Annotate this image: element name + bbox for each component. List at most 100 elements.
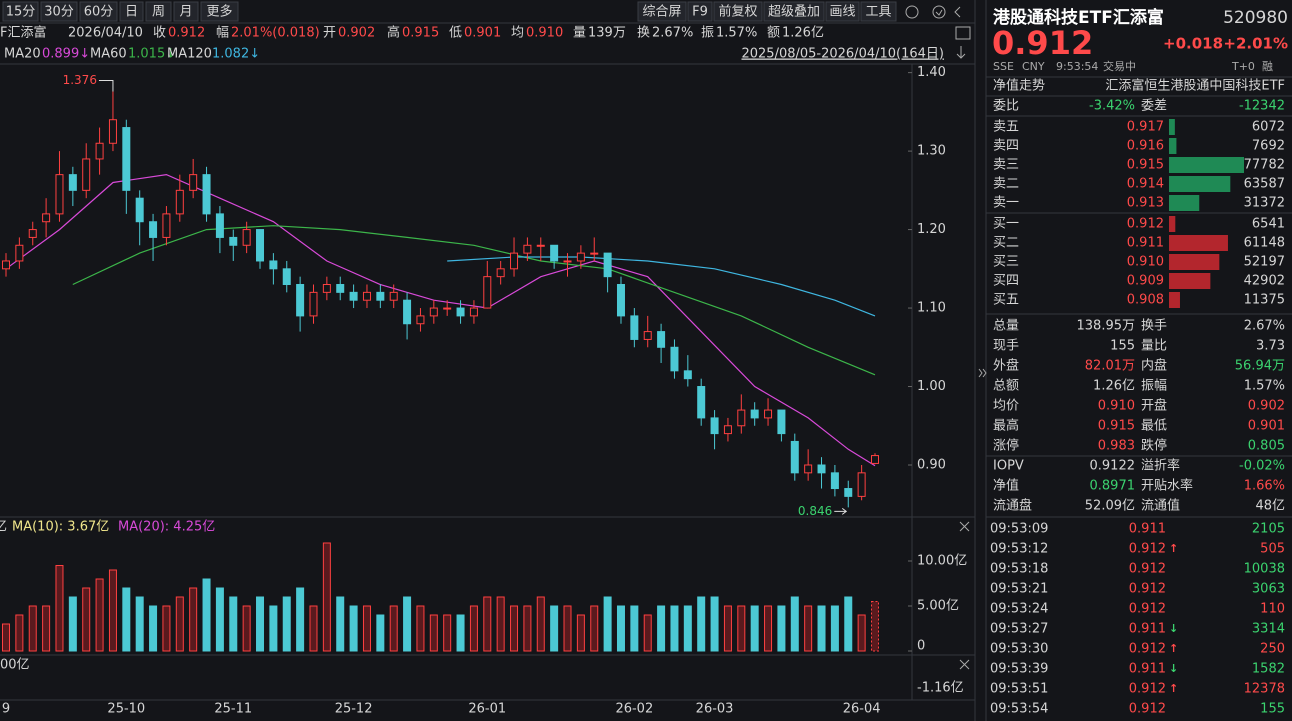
x-tick-label: 9 xyxy=(2,702,10,717)
period-label[interactable]: 日 xyxy=(125,5,138,20)
help-icon[interactable] xyxy=(905,5,919,19)
quote-title: 港股通科技ETF汇添富 xyxy=(993,7,1164,28)
book-volume: 63587 xyxy=(1244,177,1285,192)
stat-label: 均价 xyxy=(993,399,1019,414)
tool-button[interactable] xyxy=(637,1,687,22)
stat-label: 涨停 xyxy=(993,438,1019,454)
period-label[interactable]: 月 xyxy=(179,5,192,20)
info-label: 换 xyxy=(637,26,650,41)
stat-label: 最高 xyxy=(993,418,1019,434)
stat-label: 最低 xyxy=(1141,419,1167,434)
tool-label[interactable]: 工具 xyxy=(865,5,891,20)
period-button[interactable] xyxy=(2,1,39,22)
tool-button[interactable] xyxy=(713,1,763,22)
trade-arrow: ↑ xyxy=(1169,642,1178,655)
candle-body xyxy=(256,229,265,262)
stat-label: 换手 xyxy=(1141,319,1167,334)
volume-bar xyxy=(857,614,866,652)
candle-body xyxy=(616,284,625,317)
volume-bar xyxy=(723,605,732,652)
tool-button[interactable] xyxy=(687,1,713,22)
period-button[interactable] xyxy=(40,1,78,22)
wb-value: -3.42% xyxy=(1089,99,1135,114)
book-bar xyxy=(1169,195,1200,211)
tool-label[interactable]: 超级叠加 xyxy=(768,5,820,20)
book-label: 买五 xyxy=(993,293,1019,308)
low-annotation: 0.846 xyxy=(798,504,832,518)
date-range[interactable]: 2025/08/05-2026/04/10(164日) xyxy=(741,47,944,62)
period-label[interactable]: 周 xyxy=(152,5,165,20)
trade-arrow: ↑ xyxy=(1169,542,1178,555)
candle-body xyxy=(95,142,104,160)
collapse-icon[interactable] xyxy=(978,368,987,378)
period-button[interactable] xyxy=(145,1,172,22)
candle-body xyxy=(202,174,211,215)
wp-icon[interactable] xyxy=(955,26,971,40)
tool-label[interactable]: F9 xyxy=(692,5,708,20)
y-tick-label: 5.00亿 xyxy=(917,599,959,614)
period-label[interactable]: 15分 xyxy=(6,5,36,20)
volume-bar xyxy=(830,605,839,652)
volume-bar xyxy=(777,605,786,652)
volume-bar xyxy=(242,605,251,652)
tool-button[interactable] xyxy=(825,1,860,22)
period-button[interactable] xyxy=(200,1,239,22)
book-volume: 42902 xyxy=(1244,274,1285,289)
wc-label: 委差 xyxy=(1141,99,1167,114)
stat-value: 1.26亿 xyxy=(1093,379,1135,394)
back-icon[interactable] xyxy=(954,6,961,18)
volume-bar xyxy=(149,605,158,652)
trade-arrow: ↓ xyxy=(1169,622,1178,635)
volume-bar xyxy=(28,605,37,652)
candle-body xyxy=(710,417,719,435)
candle-body xyxy=(229,236,238,246)
period-label[interactable]: 60分 xyxy=(84,5,114,20)
book-price: 0.911 xyxy=(1127,236,1164,251)
volume-bar xyxy=(523,605,532,652)
tool-label[interactable]: 前复权 xyxy=(718,4,757,20)
tool-button[interactable] xyxy=(763,1,825,22)
high-annotation: 1.376 xyxy=(63,73,97,87)
date: 2026/04/10 xyxy=(68,26,143,41)
info-value: 1.57% xyxy=(716,26,757,41)
stat-label: 跌停 xyxy=(1141,438,1167,454)
stat-value: 0.983 xyxy=(1098,439,1135,454)
stat-value: 0.902 xyxy=(1248,399,1285,414)
book-bar xyxy=(1169,216,1176,232)
candle-body xyxy=(362,291,371,301)
close-icon[interactable] xyxy=(959,659,970,670)
period-button[interactable] xyxy=(79,1,118,22)
close-icon[interactable] xyxy=(959,521,970,532)
candle-body xyxy=(403,299,412,325)
volume-bar xyxy=(202,578,211,652)
trade-price: 0.912 xyxy=(1129,642,1166,657)
volume-bar xyxy=(817,605,826,652)
period-label[interactable]: 更多 xyxy=(206,4,232,20)
candle-body xyxy=(750,409,759,419)
settings-icon[interactable] xyxy=(932,5,946,19)
stat-label: 总额 xyxy=(993,379,1019,394)
download-icon[interactable] xyxy=(956,46,966,59)
book-label: 卖二 xyxy=(993,177,1019,192)
tool-button[interactable] xyxy=(860,1,897,22)
candle-body xyxy=(443,307,452,310)
volume-bar xyxy=(670,605,679,652)
tool-label[interactable]: 画线 xyxy=(829,5,855,20)
volume-bar xyxy=(389,605,398,652)
stat-label: 振幅 xyxy=(1141,379,1167,394)
tool-label[interactable]: 综合屏 xyxy=(642,5,681,20)
candle-body xyxy=(135,197,144,223)
candle-body xyxy=(764,409,773,419)
period-label[interactable]: 30分 xyxy=(44,5,74,20)
volume-bar xyxy=(322,542,331,652)
nav-label[interactable]: 净值走势 xyxy=(993,78,1045,94)
volume-legend: MA(10): 3.67亿 xyxy=(12,520,109,535)
trade-time: 09:53:39 xyxy=(990,662,1048,677)
toolbar-icons xyxy=(905,5,971,670)
period-button[interactable] xyxy=(119,1,144,22)
period-button[interactable] xyxy=(173,1,199,22)
stat-label: 开盘 xyxy=(1141,398,1167,414)
candle-body xyxy=(683,370,692,380)
trade-time: 09:53:12 xyxy=(990,542,1048,557)
